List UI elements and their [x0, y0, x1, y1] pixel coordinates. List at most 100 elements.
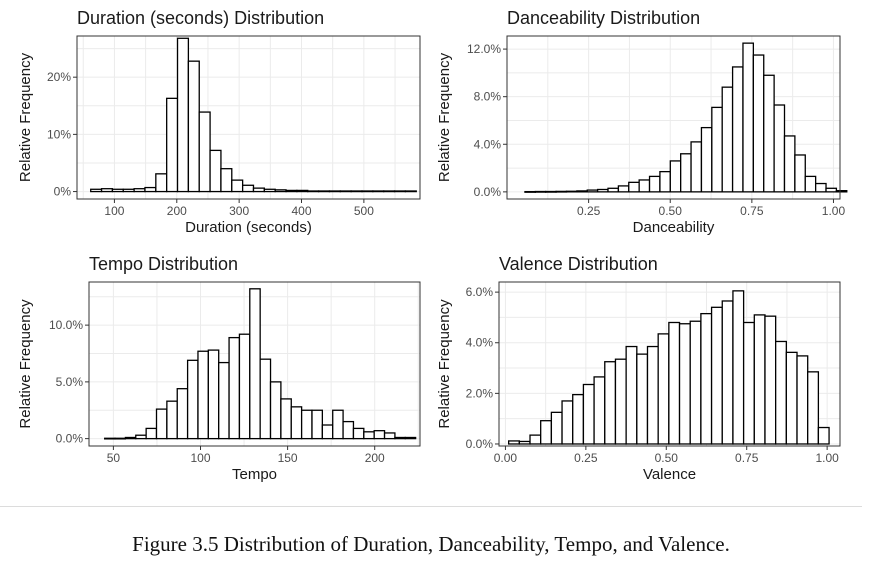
histogram-bar	[207, 349, 220, 440]
chart-panel-3: 0.00 0.25 0.50 0.75 1.00 0.0% 2.0% 4.0% 6.0% Vale…	[436, 254, 841, 483]
histogram-bar	[342, 420, 355, 440]
histogram-bar	[617, 185, 630, 193]
x-tick-label: 100	[190, 451, 210, 465]
histogram-bar	[742, 42, 755, 193]
x-tick-label: 1.00	[822, 204, 846, 218]
y-axis-label: Relative Frequency	[436, 299, 453, 429]
histogram-bar	[794, 154, 806, 193]
histogram-bar	[176, 37, 190, 193]
histogram-bar	[186, 359, 199, 440]
histogram-bar	[231, 179, 244, 193]
histogram-bar	[796, 355, 809, 445]
histogram-bar	[669, 160, 682, 193]
histogram-bar	[657, 333, 670, 445]
histogram-bar	[135, 434, 147, 440]
panel-border	[76, 35, 421, 200]
histogram-bar	[659, 170, 671, 193]
histogram-bar	[307, 190, 320, 193]
chart-panel-0: 100 200 300 400 500 0% 10% 20% Duration (seconds…	[17, 8, 421, 236]
x-tick-label: 0.25	[574, 451, 598, 465]
histogram-bar	[586, 189, 599, 193]
histogram-bar	[604, 361, 617, 445]
histogram-bar	[763, 74, 775, 193]
histogram-bar	[383, 190, 396, 193]
histogram-bar	[680, 153, 692, 193]
histogram-bar	[721, 300, 734, 445]
histogram-bar	[259, 358, 272, 440]
histogram-bar	[220, 168, 233, 193]
histogram-bar	[636, 353, 649, 445]
histogram-bar	[296, 189, 309, 193]
histogram-bar	[540, 420, 553, 445]
histogram-bar	[753, 314, 766, 445]
histogram-bar	[300, 409, 313, 440]
histogram-bar	[742, 321, 755, 445]
histogram-bar	[176, 388, 189, 440]
histogram-bar	[90, 188, 103, 193]
x-tick-label: 300	[229, 204, 249, 218]
histogram-bar	[321, 424, 334, 440]
histogram-bar	[817, 426, 830, 445]
histogram-bar	[352, 427, 365, 440]
histogram-bar	[596, 188, 609, 193]
histogram-bar	[187, 60, 200, 193]
histogram-bar	[104, 437, 116, 440]
histogram-bar	[614, 358, 627, 445]
x-tick-label: 1.00	[815, 451, 839, 465]
histogram-bar	[668, 321, 681, 445]
histogram-bar	[545, 190, 557, 193]
histogram-bar	[807, 371, 820, 445]
y-tick-label: 0%	[54, 185, 72, 199]
histogram-bar	[700, 126, 713, 193]
histogram-bar	[332, 409, 344, 440]
chart-title: Danceability Distribution	[507, 8, 700, 28]
histogram-bar	[638, 179, 651, 193]
histogram-bar	[835, 190, 848, 193]
chart-title: Tempo Distribution	[89, 254, 238, 274]
figure-charts: 100 200 300 400 500 0% 10% 20% Duration (seconds…	[17, 8, 848, 483]
histogram-bar	[524, 190, 536, 193]
histogram-bar	[274, 189, 287, 193]
y-axis-label: Relative Frequency	[17, 299, 34, 429]
histogram-bar	[311, 409, 324, 440]
y-tick-label: 4.0%	[474, 137, 502, 151]
histogram-bar	[785, 351, 798, 445]
histogram-bar	[383, 432, 396, 440]
chart-title: Valence Distribution	[499, 254, 658, 274]
histogram-bar	[133, 188, 146, 193]
histogram-bar	[731, 66, 744, 193]
histogram-bar	[114, 437, 127, 440]
histogram-bar	[218, 361, 230, 440]
histogram-bar	[628, 181, 640, 193]
x-tick-label: 500	[354, 204, 374, 218]
y-tick-label: 6.0%	[466, 285, 494, 299]
histogram-bar	[550, 411, 563, 445]
x-tick-label: 200	[365, 451, 385, 465]
histogram-bar	[328, 190, 341, 193]
x-axis-label: Tempo	[232, 466, 277, 483]
histogram-bar	[752, 54, 765, 193]
y-tick-label: 4.0%	[466, 336, 494, 350]
x-tick-label: 150	[278, 451, 298, 465]
x-axis-label: Danceability	[633, 219, 715, 236]
histogram-bar	[124, 436, 137, 440]
histogram-bar	[690, 141, 703, 193]
histogram-bar	[198, 111, 211, 193]
x-axis-label: Duration (seconds)	[185, 219, 312, 236]
histogram-bar	[111, 188, 124, 193]
x-tick-label: 100	[104, 204, 124, 218]
histogram-bar	[249, 288, 261, 440]
histogram-bar	[280, 398, 292, 440]
histogram-bar	[764, 315, 777, 445]
histogram-bar	[804, 175, 817, 193]
figure-caption: Figure 3.5 Distribution of Duration, Dan…	[132, 532, 730, 556]
histogram-bar	[394, 436, 406, 440]
x-tick-label: 0.50	[659, 204, 683, 218]
histogram-bar	[285, 189, 298, 193]
histogram-bar	[122, 188, 135, 193]
histogram-bar	[241, 184, 255, 193]
histogram-bar	[393, 190, 407, 193]
histogram-bar	[561, 400, 574, 445]
x-tick-label: 0.75	[740, 204, 764, 218]
histogram-bar	[576, 190, 588, 193]
